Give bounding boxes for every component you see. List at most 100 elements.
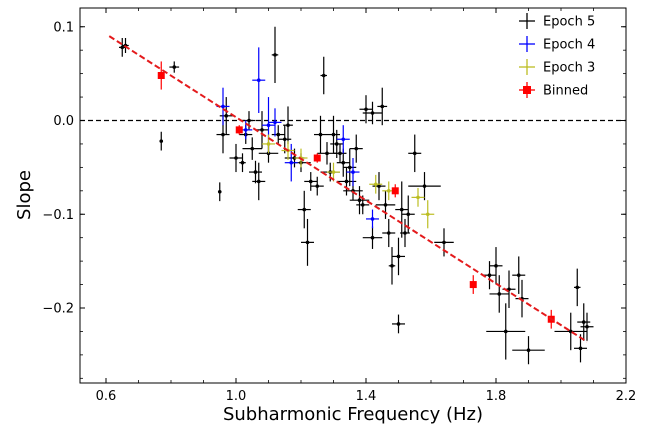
data-point	[377, 87, 388, 126]
point-marker	[273, 120, 277, 125]
data-point	[369, 174, 383, 194]
point-marker	[383, 203, 388, 207]
data-point	[421, 200, 435, 229]
data-point	[239, 153, 246, 173]
data-point	[392, 237, 405, 276]
data-point	[333, 143, 347, 163]
legend-entry: Binned	[519, 82, 588, 99]
point-marker	[247, 118, 251, 123]
legend-entry: Epoch 5	[519, 13, 595, 30]
data-point	[219, 97, 233, 135]
data-point	[229, 143, 243, 173]
point-marker	[273, 53, 277, 57]
point-marker	[331, 170, 336, 174]
point-marker	[253, 170, 258, 174]
point-marker	[442, 240, 446, 245]
point-marker	[217, 189, 222, 194]
point-marker	[266, 123, 271, 127]
point-marker	[390, 264, 394, 268]
point-marker	[243, 128, 248, 132]
point-marker	[250, 146, 255, 151]
ticks-layer: 0.6 1.0 1.4 1.8 2.2 0.1 0.0 −0.1 −0.2	[42, 8, 636, 404]
data-point	[408, 134, 422, 173]
data-point	[486, 303, 526, 360]
data-point	[217, 182, 222, 202]
point-marker	[526, 348, 531, 352]
data-point	[268, 108, 282, 137]
data-point	[336, 125, 350, 154]
x-tick-label: 2.2	[616, 389, 637, 404]
data-point	[574, 334, 587, 363]
y-tick-label: 0.1	[53, 20, 74, 35]
point-marker	[391, 187, 399, 195]
point-marker	[425, 212, 430, 217]
data-point	[580, 312, 594, 341]
point-marker	[344, 179, 349, 184]
data-point	[366, 209, 379, 229]
data-point	[512, 256, 526, 294]
point-marker	[585, 324, 589, 329]
data-point	[349, 186, 370, 215]
point-marker	[386, 231, 391, 235]
data-point	[362, 226, 383, 249]
legend-marker-square	[523, 86, 531, 94]
point-marker	[377, 184, 381, 188]
point-marker	[575, 285, 580, 290]
point-marker	[370, 217, 375, 221]
point-marker	[354, 146, 359, 151]
data-point	[320, 56, 327, 95]
data-point	[242, 111, 256, 130]
data-point	[157, 61, 165, 90]
point-marker	[412, 151, 417, 156]
data-point	[489, 275, 509, 313]
point-marker	[256, 179, 261, 184]
data-point	[249, 160, 262, 184]
series-epoch-3	[262, 134, 435, 229]
point-marker	[260, 128, 264, 132]
point-marker	[325, 151, 329, 156]
point-marker	[386, 189, 391, 193]
point-marker	[364, 107, 368, 112]
point-marker	[120, 45, 125, 50]
data-point	[395, 181, 409, 238]
data-point	[408, 172, 441, 201]
fit-line-layer	[108, 35, 588, 343]
point-marker	[503, 329, 508, 334]
data-point	[169, 61, 180, 73]
point-marker	[221, 104, 225, 109]
point-marker	[416, 195, 420, 200]
point-marker	[578, 346, 583, 351]
point-marker	[399, 207, 404, 212]
point-marker	[308, 179, 313, 184]
point-marker	[396, 322, 401, 326]
point-marker	[360, 203, 365, 207]
point-marker	[224, 114, 229, 118]
point-marker	[305, 240, 310, 245]
data-point	[310, 176, 324, 196]
point-marker	[289, 160, 294, 165]
point-marker	[313, 154, 321, 162]
point-marker	[157, 72, 165, 79]
point-marker	[403, 231, 407, 235]
point-marker	[370, 111, 375, 115]
point-marker	[318, 132, 323, 137]
data-point	[359, 95, 373, 124]
data-point	[372, 172, 386, 201]
point-marker	[341, 160, 346, 165]
point-marker	[487, 273, 492, 277]
data-point	[469, 275, 477, 294]
data-point	[252, 162, 266, 201]
point-marker	[256, 78, 261, 82]
legend-entry: Epoch 3	[519, 59, 595, 76]
point-marker	[406, 212, 411, 217]
point-marker	[581, 320, 586, 324]
data-point	[301, 218, 314, 266]
point-marker	[266, 142, 271, 146]
legend: Epoch 5 Epoch 4 Epoch 3 Binned	[519, 13, 595, 99]
point-marker	[240, 160, 245, 165]
data-point	[327, 162, 340, 182]
x-tick-label: 1.0	[226, 389, 247, 404]
data-point	[283, 106, 293, 144]
point-marker	[338, 151, 342, 156]
x-tick-label: 1.4	[356, 389, 377, 404]
